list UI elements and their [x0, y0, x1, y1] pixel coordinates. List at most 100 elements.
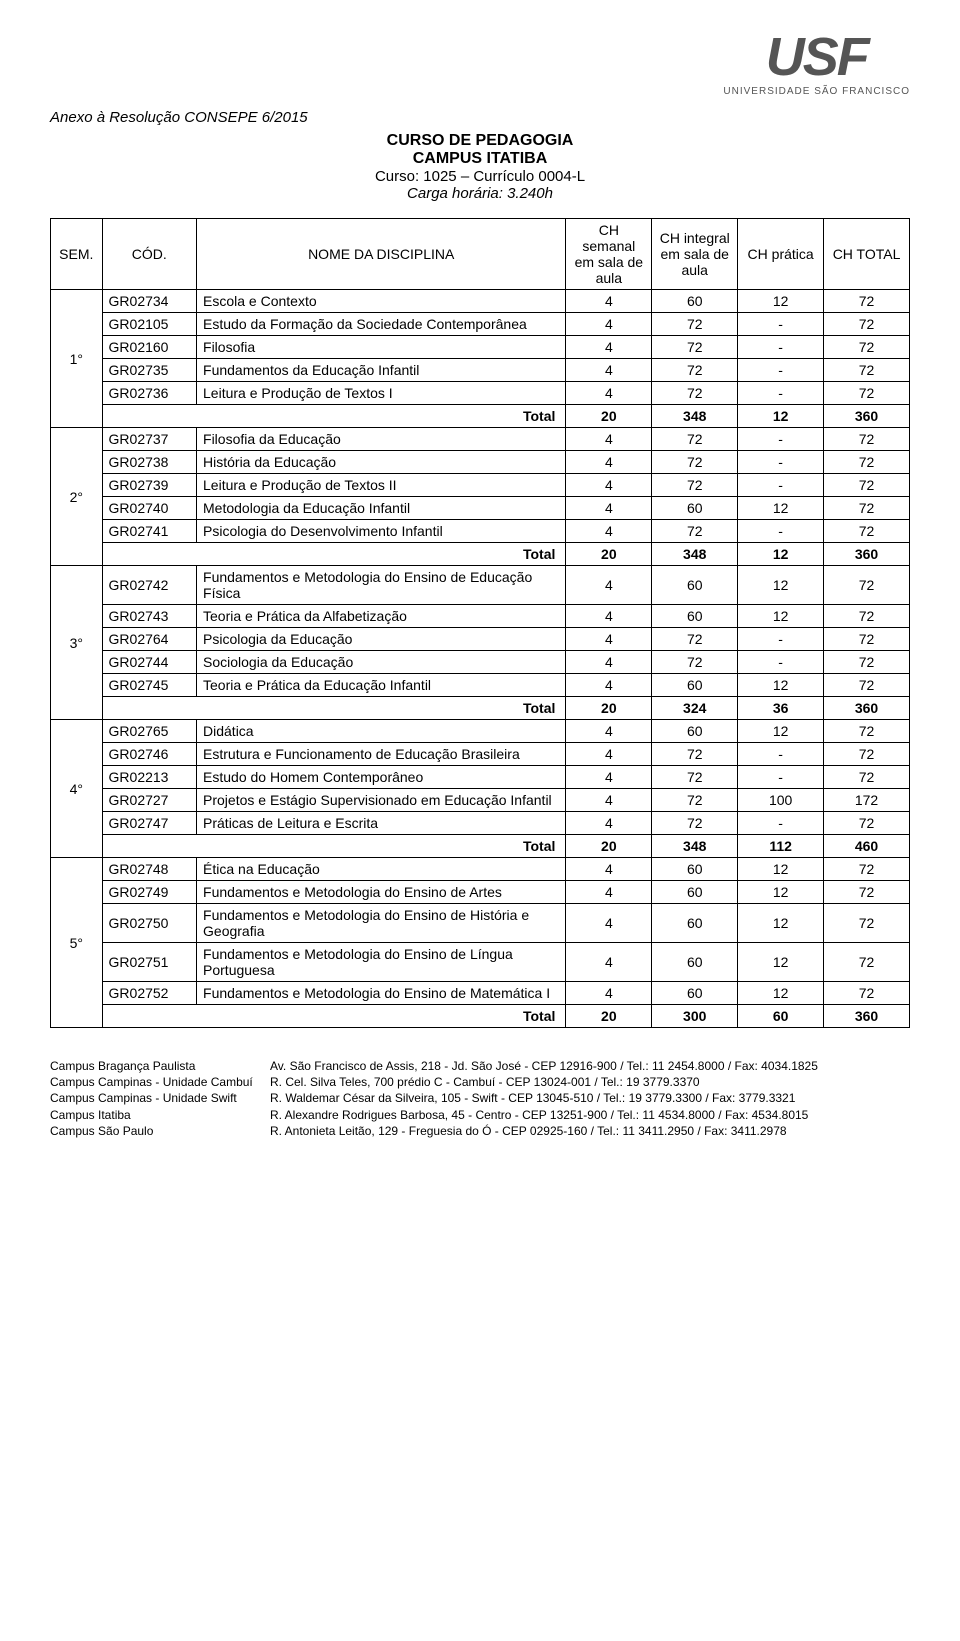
table-row: GR02736Leitura e Produção de Textos I472… [51, 382, 910, 405]
table-row: 1°GR02734Escola e Contexto4601272 [51, 290, 910, 313]
cod-cell: GR02738 [102, 451, 196, 474]
value-cell: 72 [824, 943, 910, 982]
value-cell: 12 [738, 720, 824, 743]
value-cell: 12 [738, 904, 824, 943]
nome-cell: Metodologia da Educação Infantil [197, 497, 566, 520]
footer-label: Campus Campinas - Unidade Cambuí [50, 1074, 270, 1090]
cod-cell: GR02746 [102, 743, 196, 766]
nome-cell: Filosofia [197, 336, 566, 359]
cod-cell: GR02736 [102, 382, 196, 405]
value-cell: 60 [652, 858, 738, 881]
nome-cell: Práticas de Leitura e Escrita [197, 812, 566, 835]
value-cell: 4 [566, 359, 652, 382]
value-cell: 12 [738, 943, 824, 982]
value-cell: 4 [566, 766, 652, 789]
nome-cell: Ética na Educação [197, 858, 566, 881]
col-sem: SEM. [51, 219, 103, 290]
total-value: 360 [824, 405, 910, 428]
cod-cell: GR02764 [102, 628, 196, 651]
semester-cell: 2° [51, 428, 103, 566]
nome-cell: Psicologia da Educação [197, 628, 566, 651]
cod-cell: GR02737 [102, 428, 196, 451]
table-row: GR02105Estudo da Formação da Sociedade C… [51, 313, 910, 336]
cod-cell: GR02213 [102, 766, 196, 789]
nome-cell: Fundamentos e Metodologia do Ensino de E… [197, 566, 566, 605]
nome-cell: Fundamentos e Metodologia do Ensino de A… [197, 881, 566, 904]
table-row: GR02752Fundamentos e Metodologia do Ensi… [51, 982, 910, 1005]
total-label: Total [102, 1005, 566, 1028]
value-cell: 72 [652, 812, 738, 835]
value-cell: 4 [566, 628, 652, 651]
semester-cell: 1° [51, 290, 103, 428]
total-row: Total2034812360 [51, 405, 910, 428]
value-cell: 72 [824, 628, 910, 651]
carga-line: Carga horária: 3.240h [50, 185, 910, 202]
total-value: 360 [824, 697, 910, 720]
total-value: 20 [566, 543, 652, 566]
value-cell: 100 [738, 789, 824, 812]
nome-cell: Teoria e Prática da Educação Infantil [197, 674, 566, 697]
table-row: 4°GR02765Didática4601272 [51, 720, 910, 743]
value-cell: 72 [652, 359, 738, 382]
table-row: GR02745Teoria e Prática da Educação Infa… [51, 674, 910, 697]
logo-text: USF [723, 30, 910, 84]
cod-cell: GR02739 [102, 474, 196, 497]
col-nome: NOME DA DISCIPLINA [197, 219, 566, 290]
value-cell: 4 [566, 566, 652, 605]
total-row: Total20348112460 [51, 835, 910, 858]
value-cell: 60 [652, 674, 738, 697]
value-cell: 12 [738, 290, 824, 313]
nome-cell: Leitura e Produção de Textos II [197, 474, 566, 497]
nome-cell: Estudo da Formação da Sociedade Contempo… [197, 313, 566, 336]
value-cell: 4 [566, 858, 652, 881]
footer-label: Campus Itatiba [50, 1107, 270, 1123]
cod-cell: GR02747 [102, 812, 196, 835]
footer-row: Campus Campinas - Unidade CambuíR. Cel. … [50, 1074, 910, 1090]
total-label: Total [102, 697, 566, 720]
logo-subtitle: UNIVERSIDADE SÃO FRANCISCO [723, 86, 910, 97]
value-cell: - [738, 313, 824, 336]
nome-cell: Teoria e Prática da Alfabetização [197, 605, 566, 628]
value-cell: 72 [824, 651, 910, 674]
nome-cell: Fundamentos e Metodologia do Ensino de L… [197, 943, 566, 982]
footer-row: Campus Campinas - Unidade SwiftR. Waldem… [50, 1090, 910, 1106]
value-cell: 72 [824, 566, 910, 605]
value-cell: 72 [652, 766, 738, 789]
cod-cell: GR02748 [102, 858, 196, 881]
table-row: GR02744Sociologia da Educação472-72 [51, 651, 910, 674]
value-cell: - [738, 743, 824, 766]
value-cell: 72 [652, 474, 738, 497]
table-row: 5°GR02748Ética na Educação4601272 [51, 858, 910, 881]
total-value: 348 [652, 543, 738, 566]
value-cell: 4 [566, 812, 652, 835]
campus-line: CAMPUS ITATIBA [50, 150, 910, 168]
total-value: 324 [652, 697, 738, 720]
value-cell: 72 [824, 812, 910, 835]
value-cell: 4 [566, 474, 652, 497]
total-value: 36 [738, 697, 824, 720]
value-cell: 60 [652, 943, 738, 982]
footer-addr: R. Waldemar César da Silveira, 105 - Swi… [270, 1090, 910, 1106]
value-cell: - [738, 651, 824, 674]
cod-cell: GR02750 [102, 904, 196, 943]
anexo-line: Anexo à Resolução CONSEPE 6/2015 [50, 109, 910, 126]
total-value: 12 [738, 405, 824, 428]
value-cell: 60 [652, 605, 738, 628]
value-cell: - [738, 451, 824, 474]
cod-cell: GR02745 [102, 674, 196, 697]
total-value: 348 [652, 405, 738, 428]
value-cell: 4 [566, 313, 652, 336]
value-cell: 4 [566, 789, 652, 812]
logo-region: USF UNIVERSIDADE SÃO FRANCISCO [50, 30, 910, 99]
table-row: GR02160Filosofia472-72 [51, 336, 910, 359]
col-ch-total: CH TOTAL [824, 219, 910, 290]
value-cell: - [738, 628, 824, 651]
table-row: GR02764Psicologia da Educação472-72 [51, 628, 910, 651]
value-cell: - [738, 428, 824, 451]
value-cell: 72 [824, 982, 910, 1005]
nome-cell: Fundamentos da Educação Infantil [197, 359, 566, 382]
value-cell: 4 [566, 904, 652, 943]
nome-cell: Leitura e Produção de Textos I [197, 382, 566, 405]
nome-cell: Fundamentos e Metodologia do Ensino de M… [197, 982, 566, 1005]
footer-addr: Av. São Francisco de Assis, 218 - Jd. Sã… [270, 1058, 910, 1074]
